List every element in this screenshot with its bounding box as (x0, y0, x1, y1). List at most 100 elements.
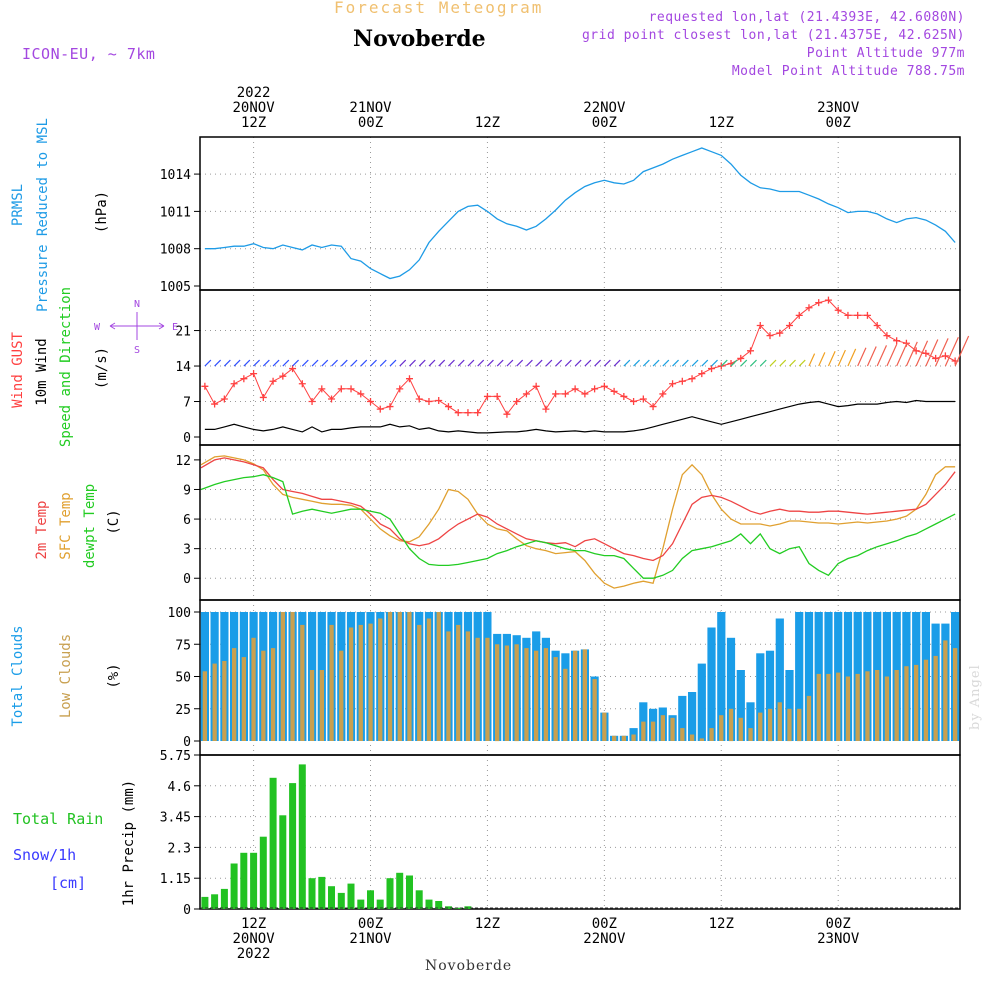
low-cloud-bar (728, 708, 734, 742)
pressure-frame (199, 136, 961, 291)
wind-frame (199, 289, 961, 446)
time-axis-top-label: 22NOV (583, 100, 626, 116)
time-axis-top-label: 00Z (826, 115, 851, 131)
low-cloud-bar (806, 695, 812, 741)
total-cloud-bar (707, 627, 716, 741)
low-cloud-bar (855, 673, 860, 741)
gust-point (932, 354, 940, 362)
wind-arrow (925, 339, 939, 367)
gust-point (298, 380, 306, 388)
wind-arrow (944, 336, 959, 367)
gust-point (328, 395, 336, 403)
wind-arrow (340, 359, 348, 367)
rain-bar (308, 878, 316, 909)
pressure-ytick-label: 1005 (160, 280, 191, 295)
gust-point (201, 382, 209, 390)
compass-rose: N S W E (94, 299, 178, 356)
low-cloud-bar (767, 708, 773, 742)
low-cloud-bar (280, 612, 285, 741)
gust-point (893, 337, 901, 345)
time-axis-top-label: 00Z (592, 115, 617, 131)
time-axis-top-label: 12Z (241, 115, 266, 131)
low-cloud-bar (261, 650, 266, 741)
gust-point (610, 387, 618, 395)
gust-point (824, 296, 832, 304)
total-cloud-bar (795, 612, 804, 741)
low-cloud-bar (641, 721, 646, 741)
low-cloud-bar (387, 612, 393, 741)
low-cloud-bar (660, 715, 665, 741)
total-cloud-bar (726, 637, 736, 741)
gust-point (747, 347, 755, 355)
wind-label: 10m Wind (34, 338, 50, 405)
gust-point (279, 372, 287, 380)
direction-label: Speed and Direction (58, 287, 74, 447)
gust-point (376, 405, 384, 413)
low-cloud-bar (534, 650, 539, 741)
wind-arrow (603, 359, 611, 367)
wind-arrow (827, 350, 836, 367)
wind-arrow (837, 349, 846, 367)
wind-arrow (321, 359, 329, 367)
gust-point (464, 409, 472, 417)
wind-arrow (545, 359, 553, 367)
wind-arrow (857, 347, 867, 367)
requested-location: requested lon,lat (21.4393E, 42.6080N) (648, 10, 965, 25)
gust-point (454, 409, 462, 417)
gust-point (230, 380, 238, 388)
total-cloud-bar (765, 650, 775, 741)
clouds-ytick-label: 50 (175, 671, 191, 686)
gust-point (542, 405, 550, 413)
gust-point (483, 392, 491, 400)
precipitation-ytick-label: 4.6 (168, 780, 191, 795)
gust-point (474, 409, 482, 417)
time-axis-bottom-label: 12Z (475, 916, 500, 932)
precipitation-ytick-label: 1.15 (160, 872, 191, 887)
time-axis-bottom-label: 12Z (241, 916, 266, 932)
low-cloud-bar (514, 644, 519, 742)
clouds-ytick-label: 0 (183, 735, 191, 750)
gust-point (337, 385, 345, 393)
wind-arrow (847, 348, 857, 367)
gust-point (941, 352, 949, 360)
total-cloud-bar (804, 612, 814, 741)
wind-arrow (681, 359, 689, 367)
rain-bar (230, 863, 238, 909)
wind-arrow (613, 359, 621, 367)
rain-bar (376, 899, 384, 909)
rain-bar (259, 836, 267, 909)
time-axis-top-label: 20NOV (233, 100, 276, 116)
gust-point (396, 385, 404, 393)
footer-station-name: Novoberde (425, 958, 513, 974)
total-cloud-bar (775, 618, 784, 741)
low-cloud-bar (816, 673, 821, 741)
low-cloud-bar (894, 670, 899, 741)
wind-arrow (642, 359, 650, 367)
time-axis-bottom-label: 21NOV (349, 931, 392, 947)
low-cloud-bar (358, 624, 363, 741)
compass-east-label: E (172, 322, 178, 333)
gust-point (630, 398, 638, 406)
temperature-panel: 0 3 6 9 12 (175, 444, 961, 601)
wind-arrow (360, 359, 368, 367)
low-cloud-bar (758, 712, 763, 741)
clouds-ytick-label: 25 (175, 703, 191, 718)
rain-bar (425, 899, 433, 909)
gust-point (854, 311, 862, 319)
low-cloud-bar (348, 627, 354, 741)
wind-arrow (691, 359, 699, 367)
total-rain-label: Total Rain (13, 810, 103, 828)
low-cloud-bar (524, 648, 529, 741)
gust-point (766, 332, 774, 340)
rain-bar (445, 906, 452, 909)
wind-arrow (331, 359, 338, 367)
wind-arrow (282, 359, 290, 367)
gust-point (815, 299, 823, 307)
rain-bar (289, 783, 297, 909)
rain-bar (318, 876, 326, 909)
total-clouds-label: Total Clouds (10, 625, 26, 726)
temperature-ytick-label: 3 (183, 543, 191, 558)
gust-point (444, 403, 452, 411)
rain-bar (201, 896, 209, 909)
